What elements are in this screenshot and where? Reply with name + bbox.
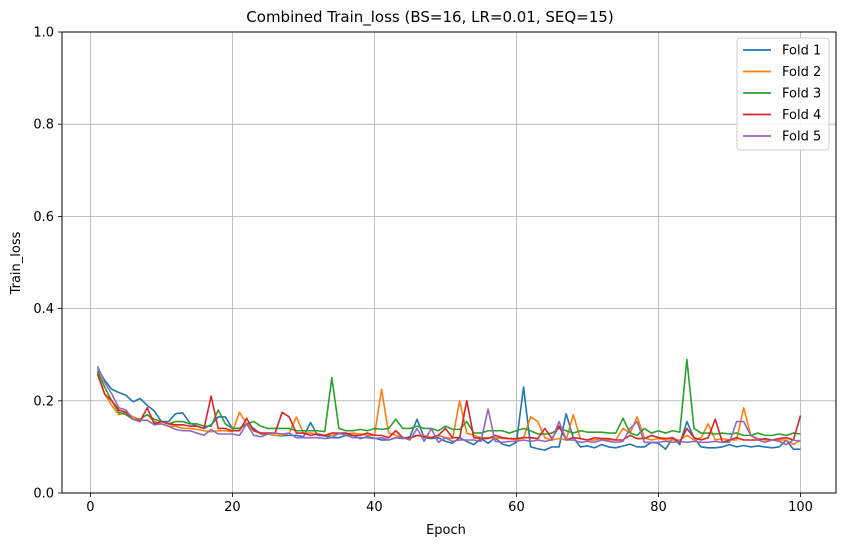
legend-box	[736, 37, 830, 151]
y-tick-label: 0.2	[33, 394, 54, 409]
chart-title: Combined Train_loss (BS=16, LR=0.01, SEQ…	[246, 8, 613, 27]
x-tick-label: 60	[508, 500, 525, 515]
y-tick-label: 0.6	[33, 210, 54, 225]
series-line-fold-1	[96, 368, 801, 451]
x-tick-label: 0	[86, 500, 94, 515]
x-axis-title: Epoch	[426, 523, 466, 538]
legend-label: Fold 4	[782, 108, 821, 123]
y-tick-label: 0.4	[33, 302, 54, 317]
series-line-fold-5	[96, 365, 801, 446]
series-lines	[96, 358, 802, 451]
y-ticks: 0.0 0.2 0.4 0.6 0.8 1.0	[33, 26, 62, 502]
x-ticks: 0 20 40 60 80 100	[86, 493, 813, 515]
x-tick-label: 100	[788, 500, 813, 515]
plot-frame	[61, 31, 837, 494]
legend-label: Fold 1	[782, 44, 821, 59]
grid	[62, 31, 836, 494]
legend: Fold 1 Fold 2 Fold 3 Fold 4 Fold 5	[736, 37, 830, 151]
x-tick-label: 20	[224, 500, 241, 515]
x-tick-label: 80	[650, 500, 667, 515]
series-line-fold-4	[96, 373, 802, 444]
x-tick-label: 40	[366, 500, 383, 515]
y-tick-label: 0.0	[33, 487, 54, 502]
y-tick-label: 0.8	[33, 118, 54, 133]
legend-label: Fold 5	[782, 130, 821, 145]
y-axis-title: Train_loss	[9, 231, 24, 295]
legend-label: Fold 2	[782, 65, 821, 80]
y-tick-label: 1.0	[33, 26, 54, 41]
series-line-fold-3	[96, 358, 801, 437]
legend-label: Fold 3	[782, 87, 821, 102]
